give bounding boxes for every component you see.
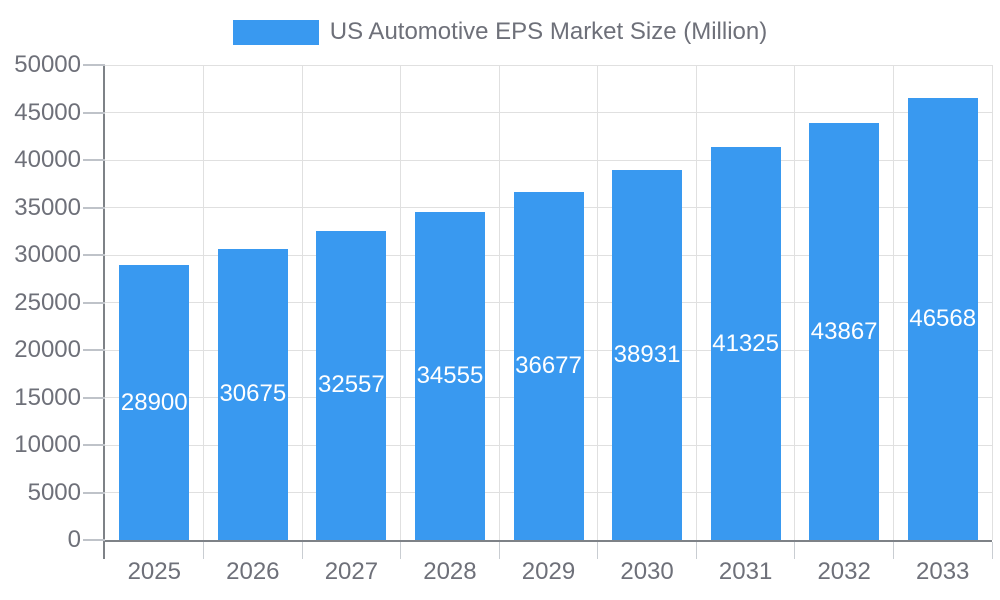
y-axis-tick-label: 10000 xyxy=(14,431,81,458)
bar-value-label: 32557 xyxy=(318,371,385,399)
y-axis-tick-label: 50000 xyxy=(14,51,81,78)
x-axis-boundary-tick xyxy=(794,542,796,559)
y-axis-tick-label: 30000 xyxy=(14,241,81,268)
chart-legend-item[interactable]: US Automotive EPS Market Size (Million) xyxy=(0,18,1000,46)
y-axis-tick xyxy=(83,64,105,66)
bar-2029[interactable]: 36677 xyxy=(513,191,584,540)
x-gridline xyxy=(794,65,796,540)
x-axis-tick-label: 2032 xyxy=(817,558,871,585)
x-axis-tick-label: 2025 xyxy=(127,558,181,585)
y-gridline xyxy=(105,159,992,161)
legend-series-label: US Automotive EPS Market Size (Million) xyxy=(329,18,768,45)
bar-value-label: 41325 xyxy=(712,329,779,357)
x-axis-boundary-tick xyxy=(400,542,402,559)
y-axis-tick xyxy=(83,349,105,351)
bar-2026[interactable]: 30675 xyxy=(217,248,288,540)
x-gridline xyxy=(892,65,894,540)
bar-value-label: 36677 xyxy=(515,351,582,379)
bar-2025[interactable]: 28900 xyxy=(119,265,190,540)
x-gridline xyxy=(695,65,697,540)
x-axis-boundary-tick xyxy=(991,542,993,559)
y-gridline xyxy=(105,112,992,113)
x-axis-tick-label: 2033 xyxy=(916,558,970,585)
y-axis-tick xyxy=(83,301,105,304)
bar-value-label: 30675 xyxy=(219,380,287,408)
plot-area: 0 5000 10000 15000 20000 25000 30000 35000 40000… xyxy=(14,51,993,585)
bar-2033[interactable]: 46568 xyxy=(907,97,978,540)
x-gridline xyxy=(991,65,993,540)
y-axis-tick-label: 15000 xyxy=(14,383,81,411)
y-axis-tick xyxy=(83,111,105,114)
y-axis-tick-label: 20000 xyxy=(14,336,81,363)
y-axis-tick-label: 0 xyxy=(67,526,81,553)
x-axis-tick-label: 2031 xyxy=(718,558,773,585)
y-axis-tick-label: 45000 xyxy=(14,98,81,126)
y-axis-tick xyxy=(83,539,105,541)
x-gridline xyxy=(203,65,205,540)
y-gridline xyxy=(105,64,992,66)
x-axis-boundary-tick xyxy=(203,542,205,559)
x-gridline xyxy=(498,65,500,540)
x-axis-tick-label: 2029 xyxy=(521,558,576,585)
x-axis-boundary-tick xyxy=(301,542,303,559)
y-axis-tick xyxy=(83,444,105,446)
y-axis-tick xyxy=(83,159,105,161)
bar-value-label: 34555 xyxy=(416,361,484,389)
x-axis-boundary-tick xyxy=(695,542,697,559)
y-axis-tick xyxy=(83,396,105,399)
bar-2027[interactable]: 32557 xyxy=(316,230,387,540)
bar-value-label: 28900 xyxy=(120,388,188,416)
x-axis-boundary-tick xyxy=(498,542,500,559)
y-axis-tick xyxy=(83,254,105,256)
bar-2031[interactable]: 41325 xyxy=(710,147,781,540)
bar-value-label: 43867 xyxy=(810,317,878,345)
x-gridline xyxy=(301,65,303,540)
x-axis-tick-label: 2026 xyxy=(226,558,280,585)
x-axis-tick-label: 2027 xyxy=(324,558,379,585)
y-axis-tick-label: 25000 xyxy=(14,288,81,316)
y-axis-tick xyxy=(83,491,105,494)
x-gridline xyxy=(400,65,402,540)
bar-value-label: 38931 xyxy=(613,341,681,369)
y-axis-tick-label: 35000 xyxy=(14,193,81,221)
x-axis-boundary-tick xyxy=(892,542,894,559)
y-axis-tick-label: 40000 xyxy=(14,146,81,173)
bar-2030[interactable]: 38931 xyxy=(612,170,683,540)
x-axis-boundary-tick xyxy=(597,542,599,559)
x-axis-tick-label: 2028 xyxy=(423,558,477,585)
y-axis-tick xyxy=(83,206,105,209)
x-axis-boundary-tick xyxy=(103,542,105,559)
bar-2028[interactable]: 34555 xyxy=(414,211,485,540)
bar-value-label: 46568 xyxy=(909,304,977,332)
legend-color-swatch xyxy=(232,19,319,45)
bar-2032[interactable]: 43867 xyxy=(809,123,880,540)
x-axis-tick-label: 2030 xyxy=(620,558,674,585)
x-gridline xyxy=(597,65,599,540)
y-axis-tick-label: 5000 xyxy=(27,478,81,506)
